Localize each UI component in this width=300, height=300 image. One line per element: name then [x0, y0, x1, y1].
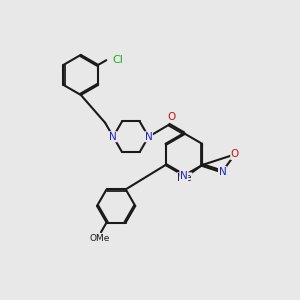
- Text: N: N: [109, 132, 117, 142]
- Text: N: N: [145, 132, 152, 142]
- Text: N: N: [180, 171, 188, 181]
- Text: Me: Me: [177, 173, 192, 183]
- Text: Cl: Cl: [112, 55, 123, 65]
- Text: O: O: [168, 112, 176, 122]
- Text: OMe: OMe: [89, 234, 110, 243]
- Text: O: O: [231, 149, 239, 159]
- Text: N: N: [218, 167, 226, 177]
